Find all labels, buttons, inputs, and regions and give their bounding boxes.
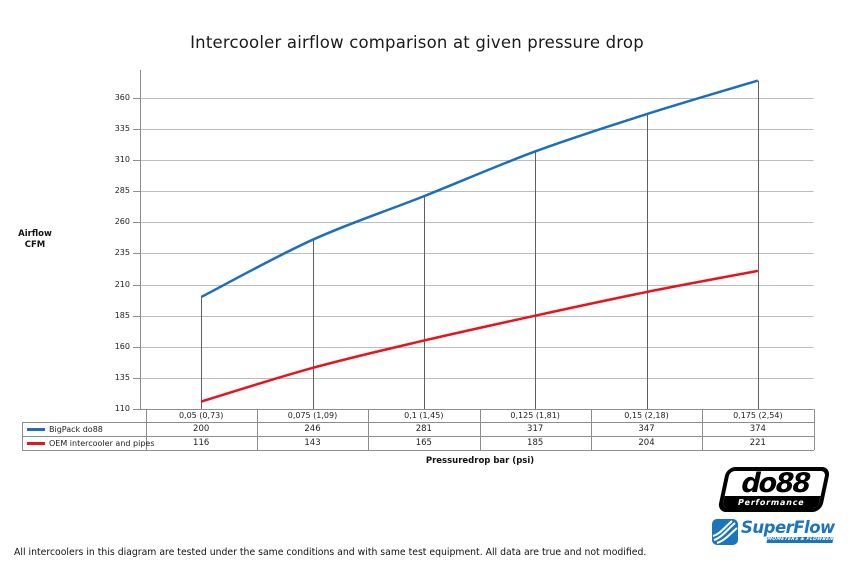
legend-line-swatch (27, 427, 45, 431)
table-column-border (479, 409, 481, 450)
superflow-swoosh-icon (712, 519, 738, 545)
y-tick-label: 185 (114, 310, 130, 320)
table-value-cell: 246 (304, 424, 321, 434)
legend-item: OEM intercooler and pipes (23, 437, 155, 449)
table-value-cell: 143 (304, 438, 321, 448)
table-value-cell: 185 (527, 438, 544, 448)
chart-canvas (133, 70, 814, 410)
legend-item: BigPack do88 (23, 423, 145, 435)
superflow-text-block: SuperFlow DYNAMOMETERS & FLOWBENCHES (741, 518, 848, 543)
table-value-cell: 221 (749, 438, 766, 448)
table-value-cell: 347 (638, 424, 655, 434)
table-value-cell: 374 (749, 424, 766, 434)
table-column-border (702, 409, 704, 450)
x-tick-label: 0,125 (1,81) (510, 411, 560, 420)
y-tick-label: 335 (114, 124, 130, 134)
table-value-cell: 116 (193, 438, 210, 448)
table-value-cell: 317 (527, 424, 544, 434)
table-value-cell: 204 (638, 438, 655, 448)
x-axis-title: Pressuredrop bar (psi) (425, 456, 535, 466)
x-tick-label: 0,15 (2,18) (624, 411, 669, 420)
y-axis-title: Airflow CFM (6, 229, 64, 251)
chart-data-table: 0,05 (0,73) 0,075 (1,09) 0,1 (1,45) 0,125 (… (22, 409, 815, 451)
table-horizontal-border (22, 422, 814, 423)
x-tick-label: 0,075 (1,09) (287, 411, 338, 420)
y-tick-label: 260 (114, 217, 130, 227)
y-axis-title-line2: CFM (24, 240, 46, 250)
x-tick-label: 0,05 (0,73) (178, 411, 224, 420)
table-column-border (256, 409, 258, 450)
y-tick-label: 310 (114, 155, 130, 165)
x-tick-label: 0,1 (1,45) (404, 411, 444, 420)
y-tick-label: 210 (114, 279, 130, 289)
y-axis-title-line1: Airflow (18, 229, 52, 239)
table-left-border (22, 422, 23, 450)
do88-logo-text: do88 (738, 468, 813, 499)
y-tick-label: 135 (114, 372, 130, 382)
do88-logo: do88 Performance (717, 467, 831, 512)
do88-logo-wordmark: do88 (725, 468, 826, 499)
table-horizontal-border (22, 450, 814, 451)
table-column-border (145, 409, 147, 450)
legend-series-name: BigPack do88 (49, 424, 103, 434)
series-line-0 (200, 79, 759, 299)
table-value-cell: 281 (415, 424, 432, 434)
y-tick-label: 110 (114, 404, 130, 413)
legend-series-name: OEM intercooler and pipes (49, 438, 155, 448)
do88-logo-tagline: Performance (737, 497, 806, 507)
y-tick-label: 160 (114, 341, 130, 351)
table-value-cell: 200 (193, 424, 210, 434)
table-column-border (813, 409, 815, 450)
superflow-logo: SuperFlow DYNAMOMETERS & FLOWBENCHES (712, 518, 848, 545)
table-value-cell: 165 (415, 438, 432, 448)
y-tick-label: 360 (114, 92, 130, 102)
table-horizontal-border (22, 436, 814, 437)
superflow-tagline-banner: DYNAMOMETERS & FLOWBENCHES (752, 537, 848, 543)
disclaimer-text: All intercoolers in this diagram are tes… (14, 547, 647, 558)
y-tick-label: 285 (114, 186, 130, 196)
legend-line-swatch (27, 441, 45, 445)
y-tick-label: 235 (114, 248, 130, 258)
table-column-border (590, 409, 592, 450)
series-line-1 (200, 269, 759, 403)
x-tick-label: 0,175 (2,54) (733, 411, 783, 420)
chart-title: Intercooler airflow comparison at given … (190, 33, 644, 52)
table-column-border (368, 409, 370, 450)
superflow-tagline: DYNAMOMETERS & FLOWBENCHES (751, 537, 849, 542)
superflow-logo-text: SuperFlow (741, 518, 835, 537)
